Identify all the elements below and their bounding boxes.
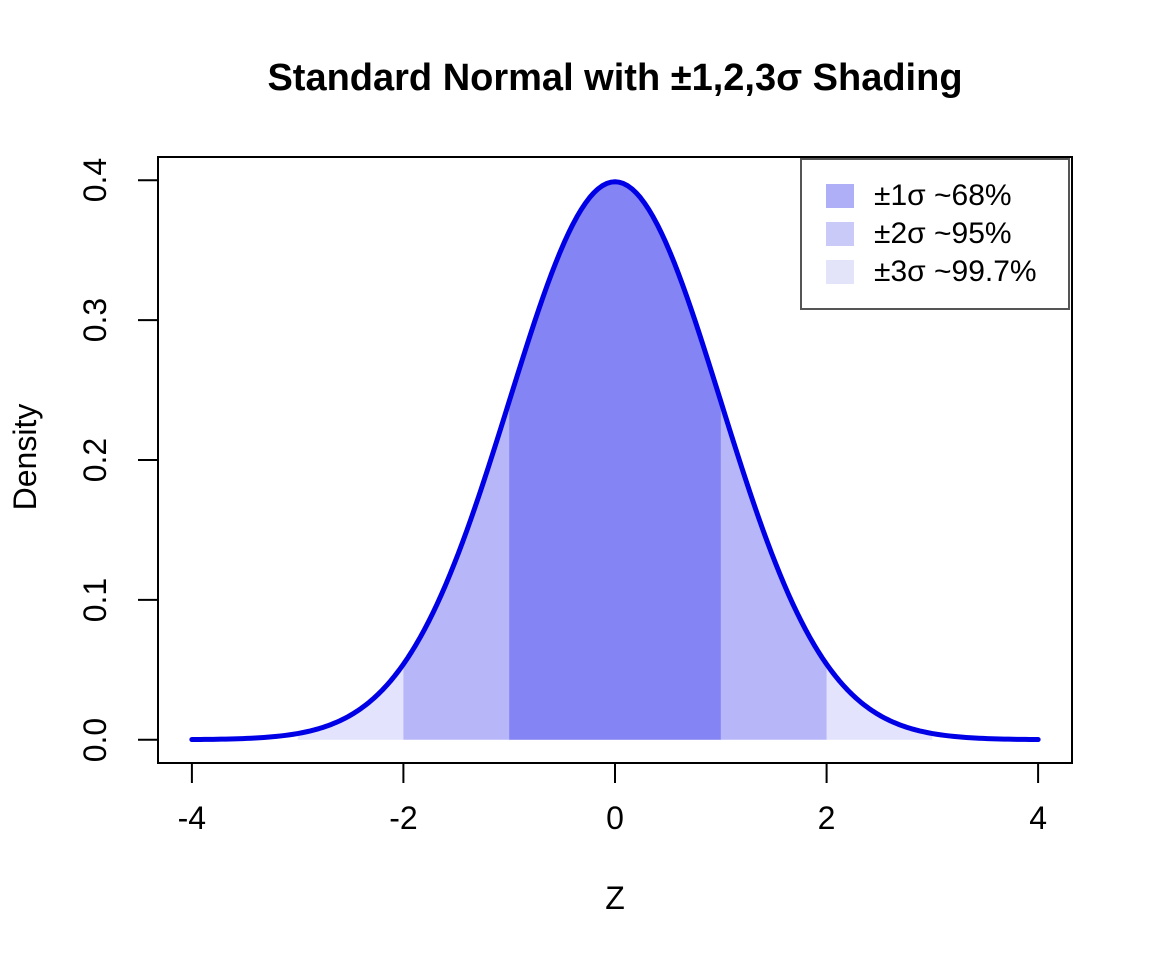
legend-swatch — [826, 184, 854, 208]
y-tick-label: 0.2 — [77, 437, 113, 483]
legend-rows: ±1σ ~68% ±2σ ~95% ±3σ ~99.7% — [826, 177, 1068, 291]
x-axis-title: Z — [605, 880, 625, 916]
legend-label: ±2σ ~95% — [874, 217, 1012, 250]
legend-swatch — [826, 222, 854, 246]
x-tick-label: 2 — [817, 800, 836, 836]
legend-row: ±3σ ~99.7% — [826, 253, 1068, 291]
sigma3-region — [297, 181, 933, 740]
y-axis-title: Density — [7, 403, 43, 511]
density-curve — [189, 179, 1041, 743]
x-tick-label: 4 — [1029, 800, 1048, 836]
legend-label: ±3σ ~99.7% — [874, 255, 1037, 288]
chart-title: Standard Normal with ±1,2,3σ Shading — [267, 57, 963, 99]
y-tick-label: 0.3 — [77, 297, 113, 343]
x-tick-label: -4 — [177, 800, 207, 836]
legend: ±1σ ~68% ±2σ ~95% ±3σ ~99.7% — [800, 158, 1070, 310]
legend-label: ±1σ ~68% — [874, 179, 1012, 212]
sigma2-region — [403, 181, 827, 740]
y-tick-label: 0.4 — [77, 158, 113, 203]
legend-row: ±2σ ~95% — [826, 215, 1068, 253]
legend-row: ±1σ ~68% — [826, 177, 1068, 215]
legend-swatch — [826, 260, 854, 284]
y-tick-label: 0.1 — [77, 577, 113, 623]
sigma1-region — [509, 181, 721, 740]
y-tick-label: 0.0 — [77, 717, 113, 762]
x-tick-label: 0 — [606, 800, 624, 836]
x-tick-label: -2 — [389, 800, 418, 836]
